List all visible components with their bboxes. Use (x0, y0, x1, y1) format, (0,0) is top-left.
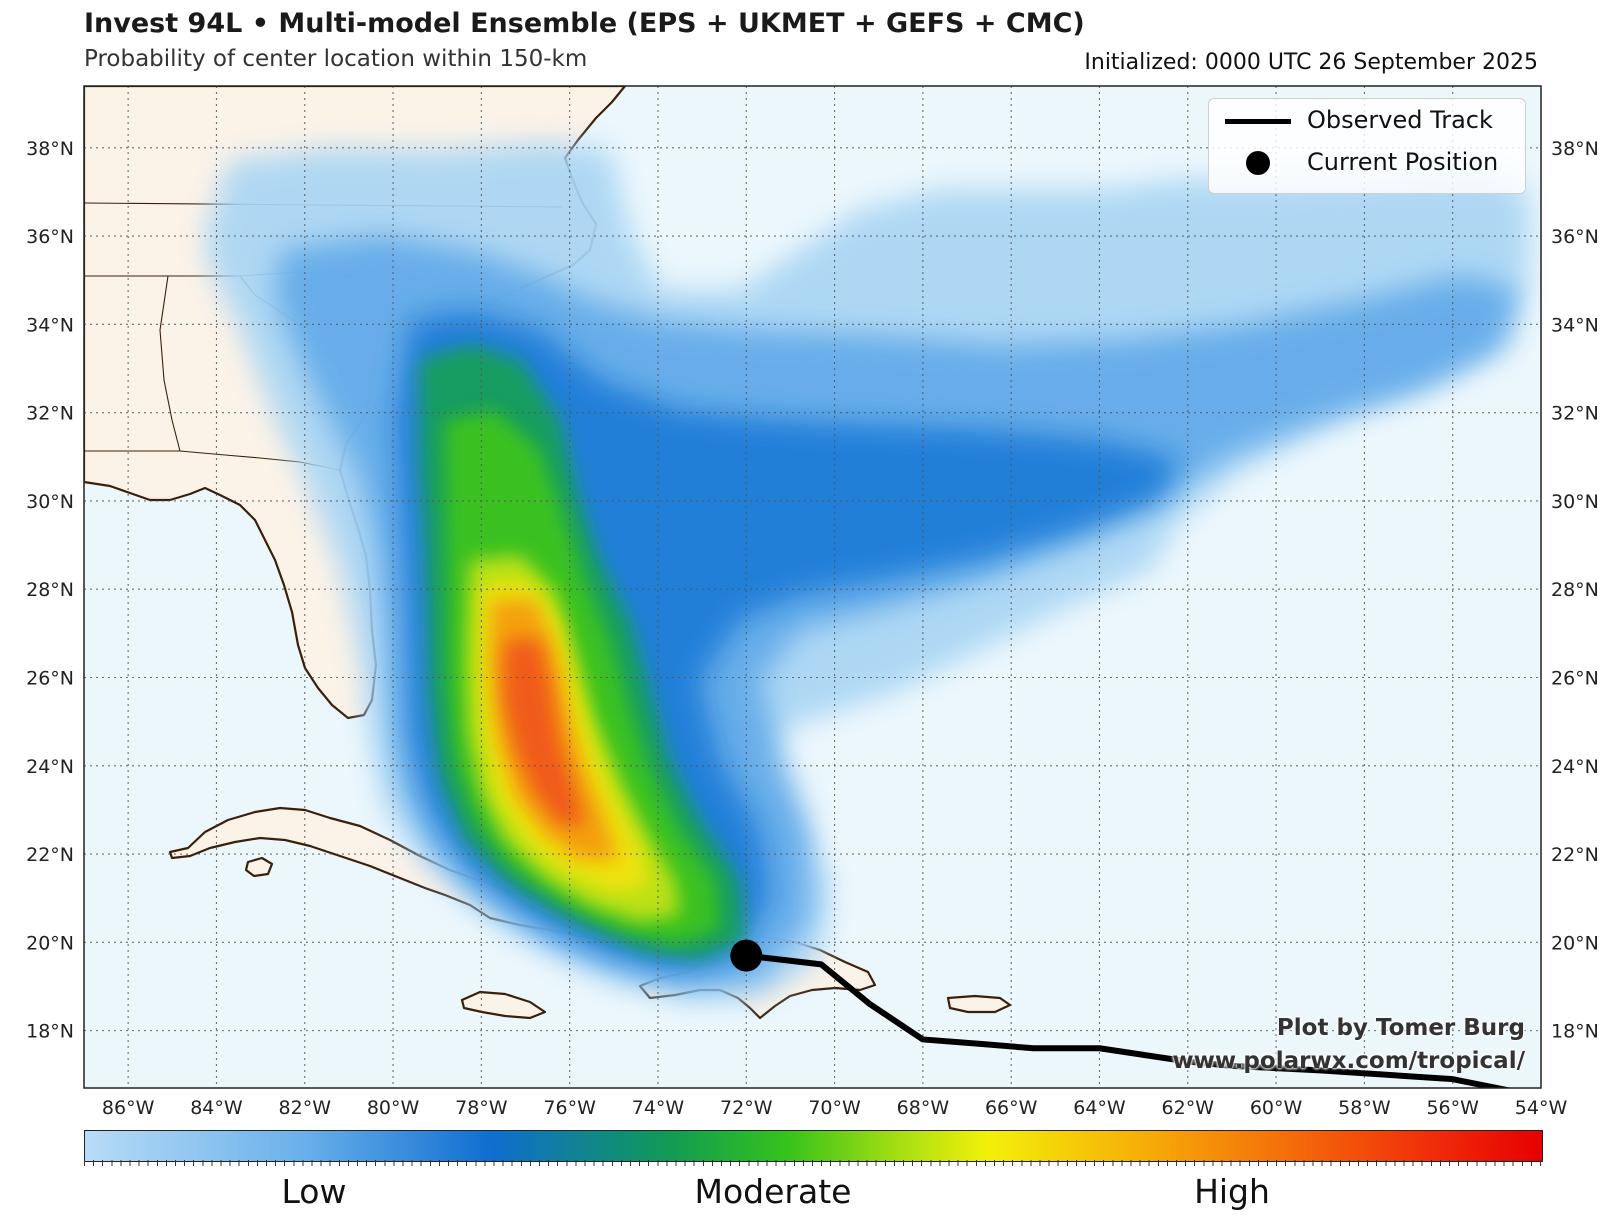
lat-tick-label: 22°N (1551, 844, 1599, 866)
colorbar-label-high: High (1194, 1172, 1270, 1211)
lon-tick-label: 82°W (279, 1097, 332, 1119)
lat-tick-label: 36°N (26, 226, 74, 248)
lat-tick-label: 30°N (26, 491, 74, 513)
track-line-icon (1225, 119, 1291, 124)
legend-track-label: Observed Track (1307, 106, 1493, 134)
lat-tick-label: 38°N (1551, 138, 1599, 160)
lon-tick-label: 70°W (808, 1097, 861, 1119)
lat-tick-label: 30°N (1551, 491, 1599, 513)
grid-lines (84, 86, 1541, 1088)
lon-tick-label: 80°W (367, 1097, 420, 1119)
colorbar (84, 1130, 1543, 1162)
map-title: Invest 94L • Multi-model Ensemble (EPS +… (84, 8, 1085, 39)
lat-tick-label: 26°N (1551, 667, 1599, 689)
legend-row-track: Observed Track (1209, 101, 1525, 141)
jamaica-land (460, 990, 547, 1020)
lat-tick-labels: 18°N 18°N 20°N 20°N 22°N 22°N 24°N 24°N 26°N 26°N… (26, 138, 1599, 1043)
colorbar-label-moderate: Moderate (694, 1172, 852, 1211)
lon-tick-label: 68°W (897, 1097, 950, 1119)
lon-tick-label: 62°W (1162, 1097, 1215, 1119)
lat-tick-label: 32°N (1551, 403, 1599, 425)
lon-tick-label: 60°W (1250, 1097, 1303, 1119)
credit-url: www.polarwx.com/tropical/ (1172, 1048, 1525, 1074)
current-position-marker (730, 939, 763, 972)
lat-tick-label: 28°N (26, 579, 74, 601)
probability-field (205, 142, 1530, 1000)
map-legend: Observed Track Current Position (1208, 98, 1526, 194)
legend-row-position: Current Position (1209, 143, 1525, 183)
lat-tick-label: 34°N (26, 314, 74, 336)
map-frame (83, 85, 1542, 1089)
lat-tick-label: 22°N (26, 844, 74, 866)
puerto-rico-land (946, 994, 1012, 1014)
colorbar-label-low: Low (281, 1172, 347, 1211)
legend-position-label: Current Position (1307, 148, 1499, 176)
lat-tick-label: 20°N (1551, 932, 1599, 954)
lat-tick-label: 24°N (1551, 756, 1599, 778)
lon-tick-label: 78°W (455, 1097, 508, 1119)
position-dot-icon (1246, 151, 1270, 175)
lon-tick-labels: 86°W 84°W 82°W 80°W 78°W 76°W 74°W 72°W 70°W 68°W… (102, 1097, 1568, 1119)
init-time: Initialized: 0000 UTC 26 September 2025 (1084, 50, 1538, 75)
credit-author: Plot by Tomer Burg (1276, 1015, 1525, 1041)
lon-tick-label: 64°W (1073, 1097, 1126, 1119)
colorbar-ticks (84, 1160, 1541, 1166)
lon-tick-label: 86°W (102, 1097, 155, 1119)
lat-tick-label: 36°N (1551, 226, 1599, 248)
lat-tick-label: 18°N (1551, 1021, 1599, 1043)
isle-of-youth-land (244, 856, 274, 878)
lon-tick-label: 56°W (1426, 1097, 1479, 1119)
map-subtitle: Probability of center location within 15… (84, 46, 588, 72)
lon-tick-label: 84°W (190, 1097, 243, 1119)
lon-tick-label: 66°W (985, 1097, 1038, 1119)
lon-tick-label: 74°W (632, 1097, 685, 1119)
lat-tick-label: 38°N (26, 138, 74, 160)
lat-tick-label: 26°N (26, 667, 74, 689)
lat-tick-label: 24°N (26, 756, 74, 778)
lon-tick-label: 76°W (543, 1097, 596, 1119)
lat-tick-label: 20°N (26, 932, 74, 954)
lon-tick-label: 54°W (1515, 1097, 1568, 1119)
lat-tick-label: 32°N (26, 403, 74, 425)
lat-tick-label: 28°N (1551, 579, 1599, 601)
lon-tick-label: 58°W (1338, 1097, 1391, 1119)
lat-tick-label: 18°N (26, 1021, 74, 1043)
observed-track-line (743, 952, 1513, 1088)
lon-tick-label: 72°W (720, 1097, 773, 1119)
lat-tick-label: 34°N (1551, 314, 1599, 336)
